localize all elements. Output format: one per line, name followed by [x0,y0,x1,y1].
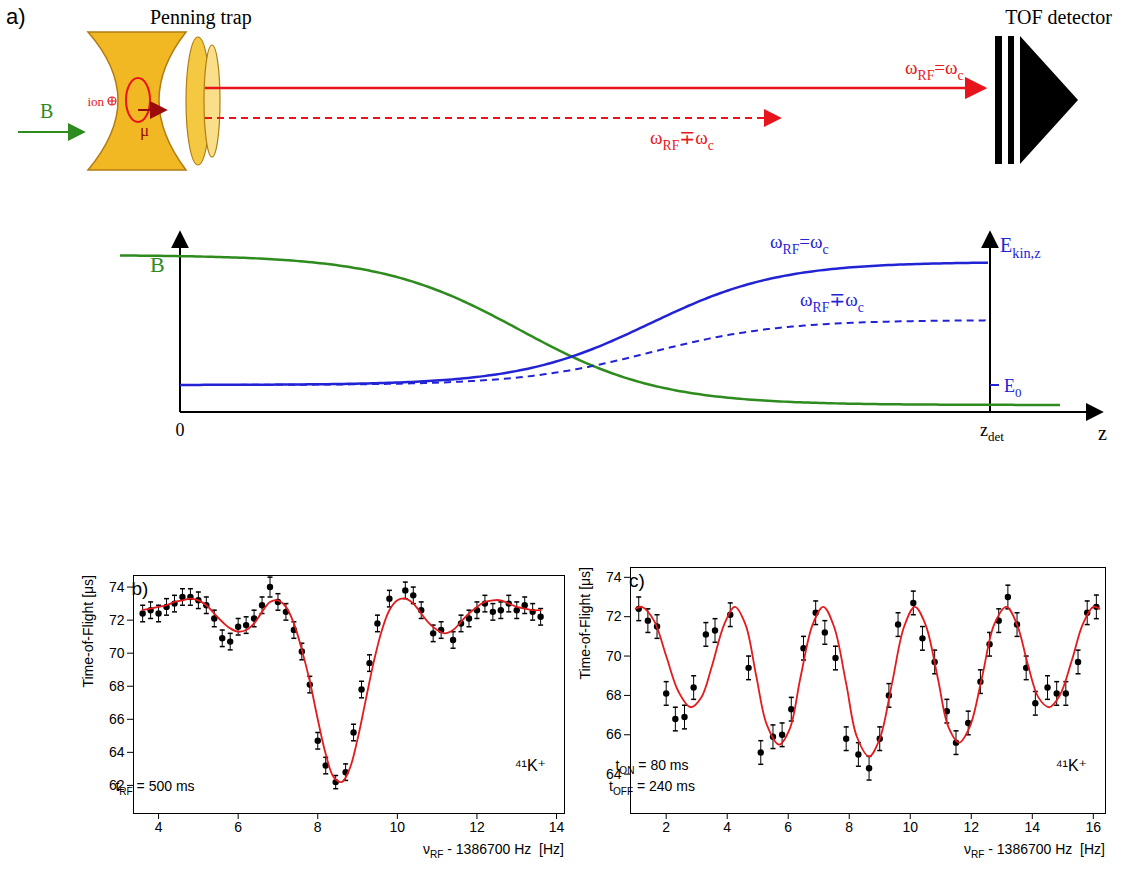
svg-text:72: 72 [109,612,125,628]
svg-text:tON = 80 ms: tON = 80 ms [615,757,688,776]
svg-text:a): a) [6,4,26,29]
svg-text:z: z [1098,422,1107,444]
svg-text:14: 14 [1024,819,1040,835]
svg-text:72: 72 [606,608,622,624]
svg-text:2: 2 [662,819,670,835]
svg-text:70: 70 [606,648,622,664]
svg-text:μ⃗: μ⃗ [140,121,162,140]
svg-text:tRF = 500 ms: tRF = 500 ms [115,778,194,797]
svg-text:10: 10 [390,819,406,835]
svg-text:zdet: zdet [980,420,1004,444]
svg-text:68: 68 [606,687,622,703]
svg-text:ωRF=ωc: ωRF=ωc [770,231,829,257]
svg-text:6: 6 [784,819,792,835]
svg-text:66: 66 [109,711,125,727]
svg-text:ωRF∓ωc: ωRF∓ωc [800,289,864,315]
svg-text:ion: ion [87,94,104,109]
svg-text:4: 4 [155,819,163,835]
svg-text:64: 64 [109,744,125,760]
svg-text:10: 10 [902,819,918,835]
svg-text:⁴¹K⁺: ⁴¹K⁺ [515,757,546,774]
svg-text:64: 64 [605,765,622,782]
svg-text:6: 6 [234,819,242,835]
svg-text:70: 70 [109,645,125,661]
svg-text:E0: E0 [1004,376,1021,400]
svg-text:tOFF = 240 ms: tOFF = 240 ms [609,778,695,797]
svg-text:4: 4 [723,819,731,835]
svg-text:TOF detector: TOF detector [1005,6,1112,28]
svg-text:Time-of-Flight [μs]: Time-of-Flight [μs] [80,575,96,688]
svg-text:⁴¹K⁺: ⁴¹K⁺ [1056,757,1087,774]
svg-text:Penning trap: Penning trap [150,6,252,29]
svg-text:8: 8 [845,819,853,835]
svg-text:c): c) [629,570,645,591]
svg-text:16: 16 [1086,819,1102,835]
svg-text:B: B [150,252,165,277]
svg-text:ωRF=ωc: ωRF=ωc [905,57,964,83]
svg-text:68: 68 [109,678,125,694]
svg-text:8: 8 [314,819,322,835]
svg-text:νRF - 1386700 Hz [Hz]: νRF - 1386700 Hz [Hz] [423,841,564,860]
svg-text:12: 12 [469,819,485,835]
svg-text:74: 74 [606,569,622,585]
svg-text:74: 74 [109,579,125,595]
svg-text:0: 0 [176,420,185,440]
svg-text:B⃗: B⃗ [40,100,69,122]
svg-text:Ekin,z: Ekin,z [1000,234,1041,261]
svg-text:Time-of-Flight [μs]: Time-of-Flight [μs] [577,567,593,680]
svg-text:14: 14 [549,819,565,835]
svg-text:b): b) [132,578,149,599]
svg-text:ωRF∓ωc: ωRF∓ωc [650,127,714,153]
svg-text:66: 66 [606,726,622,742]
svg-text:12: 12 [963,819,979,835]
svg-text:νRF - 1386700 Hz [Hz]: νRF - 1386700 Hz [Hz] [964,841,1105,860]
